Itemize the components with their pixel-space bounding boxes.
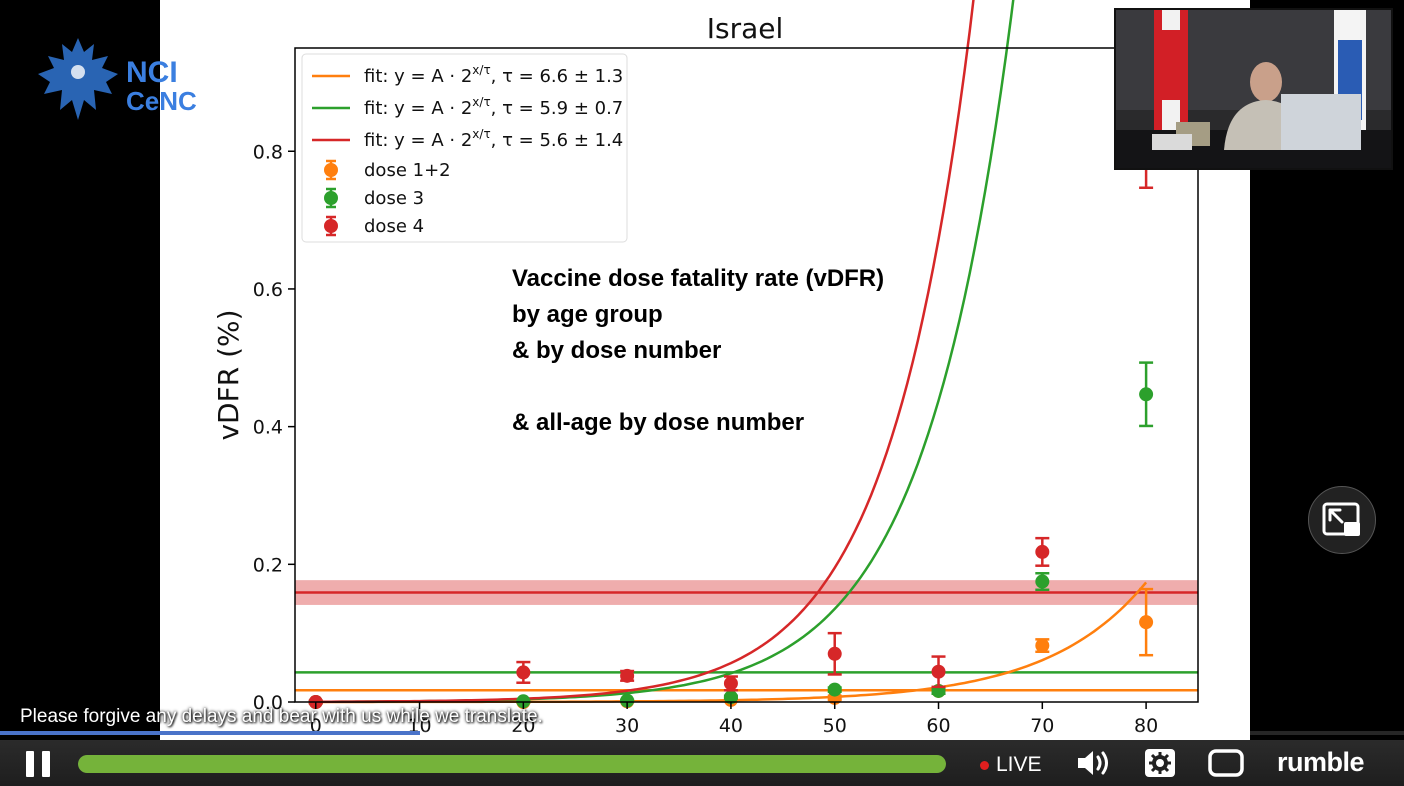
x-tick-label: 30 — [615, 715, 639, 737]
fullscreen-icon — [1208, 749, 1244, 777]
pause-icon — [26, 751, 34, 777]
marker — [1139, 615, 1154, 630]
legend-marker-swatch — [324, 219, 338, 233]
y-axis-label: vDFR (%) — [212, 309, 245, 440]
chart: Israel vDFR (%) 0.00.20.40.60.80 10 20 30 40… — [212, 0, 1199, 737]
marker — [1035, 638, 1050, 653]
legend-series-label: dose 1+2 — [364, 160, 451, 181]
plot-frame — [294, 47, 1199, 703]
data-point — [1035, 638, 1050, 653]
settings-button[interactable] — [1142, 747, 1178, 779]
legend-series-label: dose 4 — [364, 216, 424, 237]
annotation-line: by age group — [512, 301, 663, 328]
legend-box — [301, 53, 628, 243]
data-point — [1035, 536, 1050, 567]
buffer-strip — [0, 731, 1404, 735]
legend-fit-label: fit: y = A · 2x/τ, τ = 5.6 ± 1.4 — [364, 127, 623, 151]
live-label: LIVE — [996, 753, 1042, 776]
x-tick-label: 70 — [1030, 715, 1054, 737]
data-point — [827, 682, 842, 697]
seek-bar-fill — [78, 755, 946, 773]
marker — [723, 690, 738, 705]
volume-button[interactable] — [1074, 747, 1114, 779]
data-point — [723, 675, 738, 692]
nci-logo: NCI CeNC — [38, 38, 243, 120]
legend-marker-swatch — [324, 163, 338, 177]
pip-expand-button[interactable] — [1308, 486, 1376, 554]
data-point — [620, 668, 635, 683]
fullscreen-button[interactable] — [1206, 747, 1246, 779]
buffer-strip-fill — [0, 731, 420, 735]
subtitle-caption: Please forgive any delays and bear with … — [20, 706, 543, 727]
data-point — [1139, 361, 1154, 428]
marker — [827, 682, 842, 697]
speaker-video-inset[interactable] — [1114, 8, 1393, 170]
data-point — [1139, 587, 1154, 657]
marker — [931, 664, 946, 679]
y-tick-label: 0.6 — [253, 279, 283, 301]
marker — [1035, 574, 1050, 589]
data-point — [931, 655, 946, 689]
slide-annotation: Vaccine dose fatality rate (vDFR) by age … — [512, 265, 884, 436]
y-tick-label: 0.2 — [253, 554, 283, 576]
x-tick-label: 60 — [926, 715, 950, 737]
speaker-image — [1116, 10, 1391, 168]
marker — [620, 668, 635, 683]
settings-icon — [1145, 749, 1175, 777]
presentation-slide: Israel vDFR (%) 0.0 0.2 0.4 0.6 0.8 0 10 20 30 40… — [160, 0, 1250, 742]
marker — [1035, 544, 1050, 559]
x-tick-label: 50 — [823, 715, 847, 737]
logo-text: NCI — [126, 56, 178, 89]
data-point — [516, 660, 531, 684]
marker — [620, 693, 635, 708]
x-tick-label: 40 — [719, 715, 743, 737]
legend: fit: y = A · 2x/τ, τ = 6.6 ± 1.3 fit: y =… — [301, 53, 628, 243]
seek-bar[interactable] — [78, 755, 946, 773]
legend-fit-label: fit: y = A · 2x/τ, τ = 5.9 ± 0.7 — [364, 95, 623, 119]
chart-title: Israel — [707, 12, 784, 45]
annotation-line: & all-age by dose number — [512, 409, 804, 436]
legend-series-label: dose 3 — [364, 188, 424, 209]
live-indicator[interactable]: LIVE — [980, 753, 1042, 777]
legend-fit-label: fit: y = A · 2x/τ, τ = 6.6 ± 1.3 — [364, 63, 623, 87]
logo-text-2: CeNC — [126, 86, 197, 116]
player-control-bar: LIVE rumble — [0, 740, 1404, 786]
pause-button[interactable] — [22, 749, 54, 779]
volume-icon — [1078, 751, 1108, 775]
annotation-line: Vaccine dose fatality rate (vDFR) — [512, 265, 884, 292]
data-point — [723, 690, 738, 705]
x-tick-label: 80 — [1134, 715, 1158, 737]
annotation-line: & by dose number — [512, 337, 721, 364]
pause-icon-bar — [42, 751, 50, 777]
data-point — [827, 631, 842, 676]
marker — [723, 676, 738, 691]
data-point — [1035, 572, 1050, 592]
marker — [827, 646, 842, 661]
rumble-logo[interactable]: rumble — [1277, 747, 1365, 777]
x-tick-label: 20 — [511, 715, 535, 737]
legend-marker-swatch — [324, 191, 338, 205]
live-dot-icon — [980, 760, 989, 770]
y-tick-label: 0.8 — [253, 141, 283, 163]
fit-curve-2 — [315, 0, 975, 703]
y-tick-label: 0.0 — [253, 692, 283, 714]
marker — [1139, 387, 1154, 402]
pip-expand-icon — [1322, 502, 1360, 536]
marker — [516, 665, 531, 680]
y-tick-label: 0.4 — [253, 417, 283, 439]
